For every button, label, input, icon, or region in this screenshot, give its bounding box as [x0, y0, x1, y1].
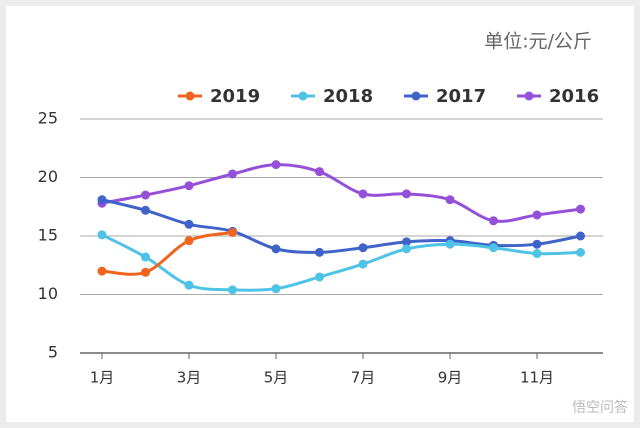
- y-tick-label: 5: [48, 343, 58, 362]
- x-tick-label: 3月: [177, 369, 202, 387]
- legend-label: 2019: [210, 86, 260, 107]
- y-tick-label: 15: [38, 226, 58, 245]
- data-point: [271, 284, 281, 294]
- data-point: [576, 231, 585, 241]
- data-point: [315, 247, 324, 257]
- data-point: [358, 243, 368, 253]
- data-point: [489, 243, 498, 253]
- y-tick-label: 10: [38, 284, 58, 303]
- data-point: [489, 216, 498, 226]
- data-point: [228, 169, 237, 179]
- data-point: [228, 285, 237, 295]
- data-point: [184, 236, 194, 246]
- data-point: [402, 244, 411, 254]
- data-point: [184, 181, 194, 191]
- data-point: [97, 195, 107, 205]
- data-point: [141, 252, 150, 262]
- data-point: [97, 230, 107, 240]
- legend-dot: [411, 91, 421, 101]
- unit-label: 单位:元/公斤: [484, 31, 592, 53]
- legend-dot: [185, 91, 195, 101]
- data-point: [315, 272, 324, 282]
- legend-dot: [524, 91, 534, 101]
- data-point: [402, 237, 411, 247]
- data-point: [402, 189, 411, 199]
- data-point: [271, 244, 281, 254]
- x-tick-label: 7月: [351, 369, 376, 387]
- legend-dot: [298, 91, 308, 101]
- data-point: [271, 160, 281, 170]
- data-point: [532, 210, 542, 220]
- legend-label: 2017: [436, 86, 486, 107]
- data-point: [445, 195, 455, 205]
- data-point: [445, 239, 455, 249]
- data-point: [228, 227, 237, 237]
- x-tick-label: 11月: [520, 369, 554, 387]
- legend-label: 2018: [323, 86, 373, 107]
- data-point: [315, 167, 324, 177]
- x-tick-label: 5月: [264, 369, 289, 387]
- data-point: [532, 249, 542, 259]
- data-point: [141, 267, 150, 277]
- legend-label: 2016: [549, 86, 599, 107]
- watermark: 悟空问答: [572, 399, 628, 416]
- data-point: [184, 280, 194, 290]
- data-point: [576, 204, 585, 214]
- y-tick-label: 25: [38, 109, 58, 128]
- data-point: [141, 190, 150, 200]
- data-point: [532, 239, 542, 249]
- data-point: [576, 247, 585, 257]
- y-tick-label: 20: [38, 167, 58, 186]
- data-point: [358, 189, 368, 199]
- data-point: [358, 259, 368, 269]
- data-point: [141, 205, 150, 215]
- x-tick-label: 1月: [90, 369, 115, 387]
- data-point: [97, 266, 107, 276]
- series-line: [101, 231, 233, 276]
- x-tick-label: 9月: [438, 369, 463, 387]
- data-point: [184, 219, 194, 229]
